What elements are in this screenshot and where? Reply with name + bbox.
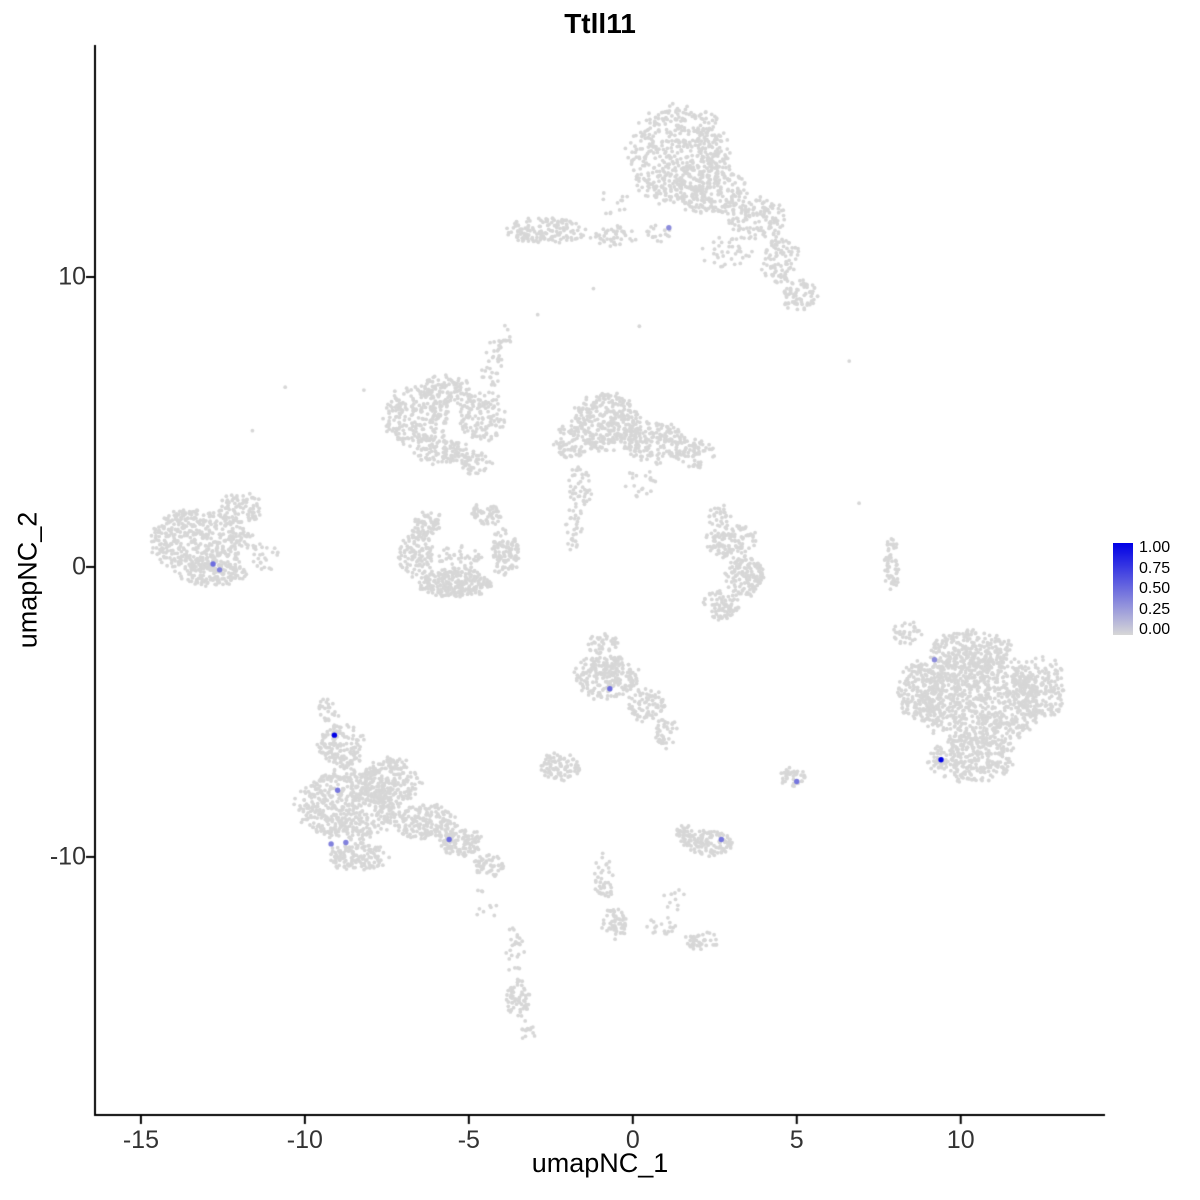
x-tick-label-10: 10 xyxy=(946,1126,975,1154)
legend-label-0.25: 0.25 xyxy=(1139,600,1171,618)
plot-title: Ttll11 xyxy=(564,8,636,39)
y-tick-label-10: 10 xyxy=(58,262,86,291)
legend-gradient-bar xyxy=(1113,543,1133,635)
x-tick-label--5: -5 xyxy=(457,1126,480,1154)
x-tick-label--10: -10 xyxy=(286,1126,323,1154)
x-tick-label-5: 5 xyxy=(789,1126,804,1154)
y-tick-label-0: 0 xyxy=(72,552,86,581)
legend-label-0.00: 0.00 xyxy=(1139,621,1171,638)
legend-label-0.50: 0.50 xyxy=(1139,580,1171,597)
x-axis-title: umapNC_1 xyxy=(531,1148,669,1178)
legend-label-1.00: 1.00 xyxy=(1139,539,1171,556)
x-tick-label-0: 0 xyxy=(625,1126,640,1154)
y-tick-label--10: -10 xyxy=(49,842,86,871)
x-tick-label--15: -15 xyxy=(122,1126,159,1154)
legend-label-0.75: 0.75 xyxy=(1139,559,1171,577)
